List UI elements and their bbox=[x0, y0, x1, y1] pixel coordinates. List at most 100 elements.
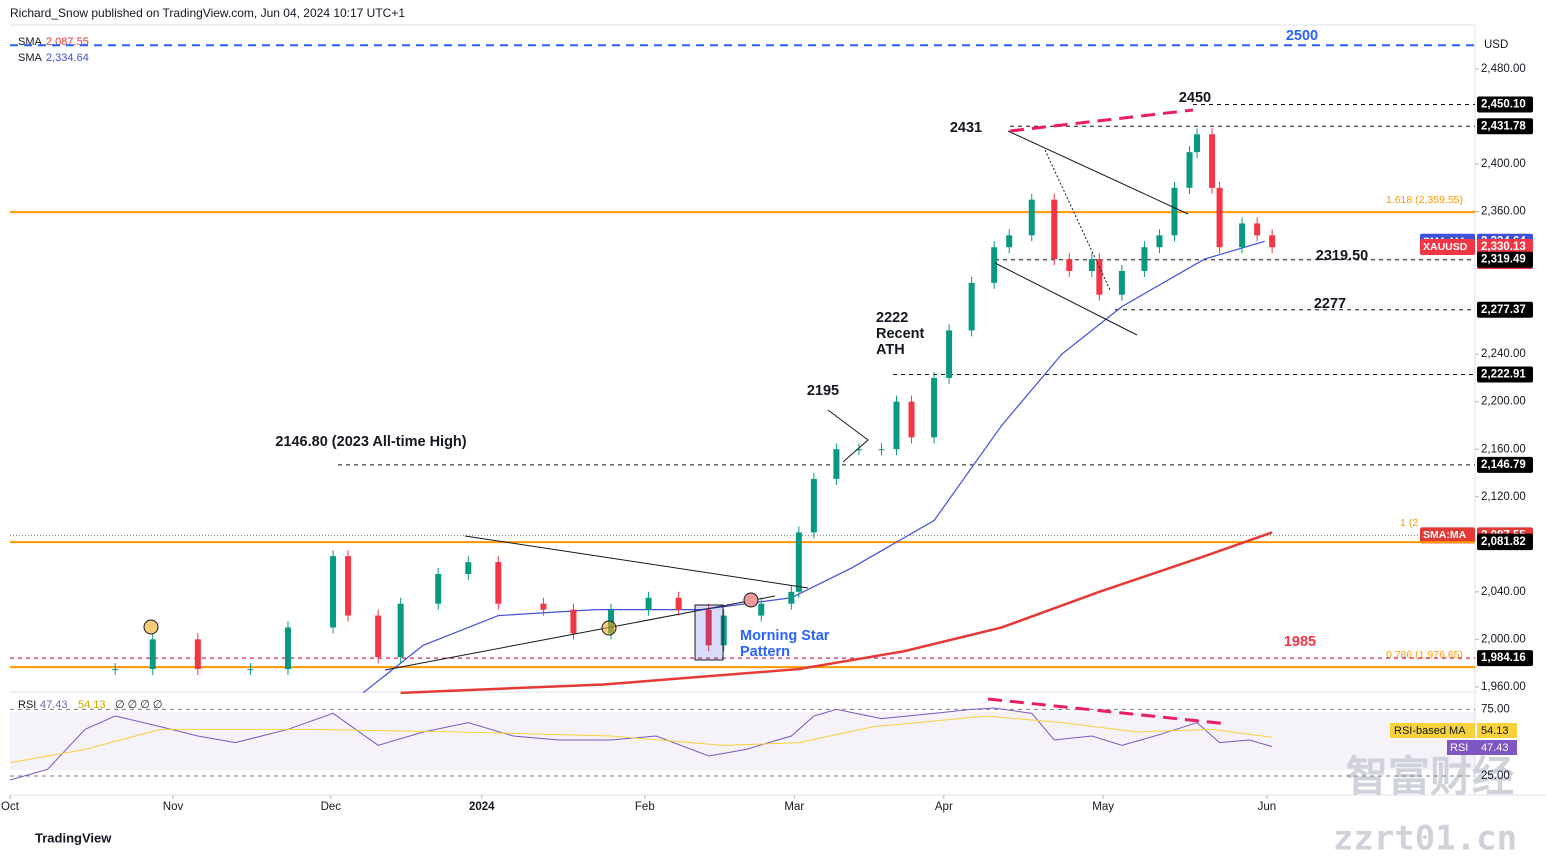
annotation: Pattern bbox=[740, 644, 790, 660]
rsi-tag-label: RSI-based MA bbox=[1394, 725, 1466, 737]
candle bbox=[946, 330, 953, 378]
y-tick-label: 2,120.00 bbox=[1481, 491, 1526, 503]
price-tag bbox=[1477, 366, 1533, 383]
candle bbox=[1269, 235, 1276, 248]
rsi-ma-line bbox=[9, 715, 1273, 764]
candle bbox=[465, 562, 472, 575]
candle bbox=[833, 449, 840, 479]
rsi-tag-value: 54.13 bbox=[1481, 725, 1509, 737]
fib-label: 1 (2 bbox=[1400, 517, 1418, 529]
candle bbox=[788, 591, 795, 604]
price-tag-label: 1,984.16 bbox=[1481, 652, 1526, 664]
series-tag-label: XAUUSD bbox=[1423, 241, 1468, 253]
candle bbox=[345, 556, 352, 616]
rsi-tag bbox=[1447, 740, 1485, 755]
watermark: zzrt01.cn bbox=[1333, 819, 1517, 857]
candle bbox=[570, 609, 577, 634]
candle bbox=[878, 449, 885, 451]
rsi-tag-value: 47.43 bbox=[1481, 742, 1509, 754]
candle bbox=[758, 603, 765, 616]
candle bbox=[1141, 247, 1148, 271]
y-tick-label: 2,480.00 bbox=[1481, 63, 1526, 75]
series-tag-label: SMA:MA bbox=[1423, 529, 1467, 541]
candle bbox=[1118, 270, 1125, 295]
annotation: 2146.80 (2023 All-time High) bbox=[275, 434, 466, 450]
annotation: 2450 bbox=[1179, 90, 1211, 106]
candle bbox=[397, 603, 404, 658]
legend-name: SMA bbox=[18, 52, 43, 64]
candle bbox=[330, 556, 337, 628]
footer: TradingView bbox=[35, 830, 112, 845]
price-tag-label: 2,330.13 bbox=[1481, 241, 1526, 253]
y-tick-label: 2,200.00 bbox=[1481, 396, 1526, 408]
legend-value: 2,334.64 bbox=[46, 52, 89, 64]
candle bbox=[375, 615, 382, 658]
x-tick-label: Oct bbox=[1, 801, 20, 813]
candle bbox=[495, 562, 502, 604]
candle bbox=[247, 669, 254, 671]
annotation: ATH bbox=[876, 342, 905, 358]
price-tag bbox=[1477, 118, 1533, 135]
rsi-extras: ∅ ∅ ∅ ∅ bbox=[115, 699, 163, 711]
annotation: Recent bbox=[876, 326, 925, 342]
price-tag-label: 2,081.82 bbox=[1481, 536, 1526, 548]
y-tick-label: 2,160.00 bbox=[1481, 443, 1526, 455]
price-tag-label: 2,146.79 bbox=[1481, 459, 1526, 471]
x-tick-label: 2024 bbox=[469, 801, 495, 813]
candle bbox=[1216, 187, 1223, 248]
annotation: 2500 bbox=[1286, 28, 1318, 44]
marker bbox=[601, 620, 617, 636]
y-tick-label: 75.00 bbox=[1481, 703, 1510, 715]
pattern-box bbox=[694, 604, 724, 661]
candle bbox=[1186, 152, 1193, 188]
price-tag-label: 2,222.91 bbox=[1481, 369, 1526, 381]
annotation: 2431 bbox=[950, 120, 982, 136]
trendlines bbox=[384, 130, 1189, 671]
candle bbox=[112, 669, 119, 671]
price-tag bbox=[1477, 456, 1533, 473]
candle bbox=[675, 597, 682, 610]
x-tick-label: Apr bbox=[935, 801, 953, 813]
candle bbox=[435, 574, 442, 604]
rsi-title: RSI bbox=[18, 699, 36, 711]
rsi-line bbox=[9, 707, 1273, 781]
x-tick-label: Feb bbox=[635, 801, 655, 813]
candle bbox=[720, 615, 727, 646]
price-tag bbox=[1477, 251, 1533, 268]
annotation: 2222 bbox=[876, 310, 908, 326]
x-tick-label: Nov bbox=[163, 801, 184, 813]
candle bbox=[540, 603, 547, 610]
candle bbox=[1209, 134, 1216, 188]
sma-line bbox=[400, 531, 1273, 695]
x-tick-label: Dec bbox=[321, 801, 342, 813]
annotation: 2277 bbox=[1314, 296, 1346, 312]
candle bbox=[284, 627, 291, 670]
rsi-ma-value: 54.13 bbox=[78, 699, 106, 711]
annotation: 1985 bbox=[1284, 634, 1316, 650]
annotation: Morning Star bbox=[740, 628, 830, 644]
candle bbox=[931, 377, 938, 438]
marker bbox=[743, 592, 759, 608]
rsi-band bbox=[10, 712, 1475, 770]
candle bbox=[1088, 259, 1095, 271]
candle bbox=[1254, 223, 1261, 236]
price-tag-label: 2,450.10 bbox=[1481, 99, 1526, 111]
fib-label: 1.618 (2,359.55) bbox=[1386, 194, 1463, 206]
price-tag bbox=[1477, 96, 1533, 113]
watermark: 智富财经 bbox=[1346, 753, 1514, 800]
candle bbox=[645, 597, 652, 610]
candle bbox=[1051, 199, 1058, 260]
candle bbox=[1156, 235, 1163, 248]
y-tick-label: 2,240.00 bbox=[1481, 348, 1526, 360]
candle bbox=[1006, 235, 1013, 248]
y-tick-label: 1,960.00 bbox=[1481, 681, 1526, 693]
price-tag-label: 2,277.37 bbox=[1481, 304, 1526, 316]
candle bbox=[1028, 199, 1035, 236]
candle bbox=[1171, 187, 1178, 236]
candle bbox=[908, 401, 915, 438]
byline: Richard_Snow published on TradingView.co… bbox=[10, 6, 405, 20]
annotation: 2195 bbox=[807, 383, 839, 399]
rsi-tag bbox=[1477, 740, 1517, 755]
